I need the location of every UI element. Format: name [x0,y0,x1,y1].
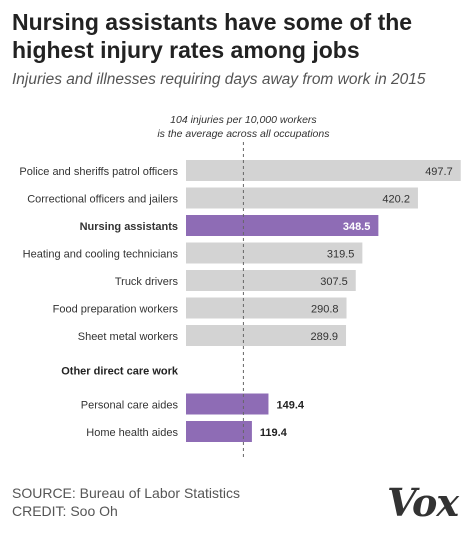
category-label: Police and sheriffs patrol officers [19,166,178,178]
chart-title: Nursing assistants have some of the high… [12,9,413,63]
data-label: 119.4 [260,427,288,439]
bar [186,160,461,181]
category-label: Truck drivers [115,276,179,288]
category-label: Sheet metal workers [78,331,179,343]
category-label: Correctional officers and jailers [27,194,178,206]
source-credit-block: SOURCE: Bureau of Labor Statistics CREDI… [12,484,240,520]
bar [186,297,347,319]
source-text: SOURCE: Bureau of Labor Statistics [12,485,240,501]
bar [186,270,356,291]
data-label: 289.9 [310,331,338,343]
category-label: Heating and cooling technicians [23,249,179,261]
category-label: Home health aides [86,427,178,439]
bar [186,393,269,415]
data-label: 149.4 [276,400,304,412]
group-heading: Other direct care work [61,366,179,378]
reference-label-line1: 104 injuries per 10,000 workers [170,114,317,126]
data-label: 290.8 [311,304,339,316]
category-label: Nursing assistants [80,221,178,233]
credit-text: CREDIT: Soo Oh [12,503,118,519]
bar [186,215,379,236]
chart-subtitle: Injuries and illnesses requiring days aw… [12,71,426,88]
bar [186,325,347,346]
data-label: 348.5 [343,221,371,233]
data-label: 319.5 [327,249,355,261]
category-label: Personal care aides [81,400,179,412]
data-label: 497.7 [425,166,453,178]
data-label: 420.2 [382,194,410,206]
data-label: 307.5 [320,276,348,288]
category-label: Food preparation workers [53,304,179,316]
bar [186,242,363,264]
bar [186,421,252,442]
vox-logo: Vox [387,480,459,525]
reference-label-line2: is the average across all occupations [157,128,330,140]
bar [186,187,418,209]
